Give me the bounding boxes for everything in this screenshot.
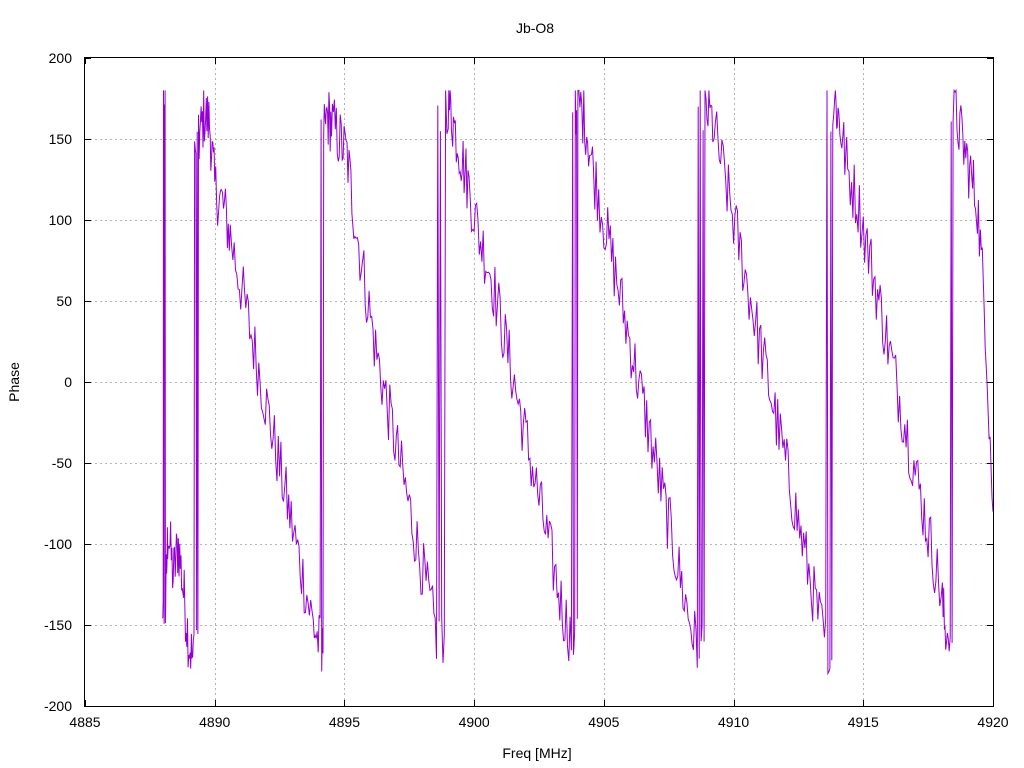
y-tick-label: -100 bbox=[44, 536, 72, 552]
ticks-layer: 4885 4890 4895 4900 4905 4910 4915 4920 -200 -150… bbox=[44, 50, 1009, 730]
series-0 bbox=[162, 88, 994, 676]
grid-layer bbox=[85, 58, 993, 706]
x-axis-label: Freq [MHz] bbox=[502, 745, 571, 761]
y-tick-label: -50 bbox=[52, 455, 72, 471]
y-tick-label: 200 bbox=[49, 50, 73, 66]
y-tick-label: 50 bbox=[56, 293, 72, 309]
plot-frame bbox=[84, 57, 994, 707]
y-tick-label: 0 bbox=[64, 374, 72, 390]
x-tick-label: 4900 bbox=[459, 714, 490, 730]
y-tick-label: 100 bbox=[49, 212, 73, 228]
chart-title: Jb-O8 bbox=[516, 20, 554, 36]
y-tick-label: -150 bbox=[44, 617, 72, 633]
phase-line bbox=[162, 88, 994, 676]
y-tick-label: -200 bbox=[44, 698, 72, 714]
x-tick-label: 4885 bbox=[69, 714, 100, 730]
y-tick-label: 150 bbox=[49, 131, 73, 147]
x-tick-label: 4920 bbox=[977, 714, 1008, 730]
x-tick-label: 4910 bbox=[718, 714, 749, 730]
x-tick-label: 4895 bbox=[329, 714, 360, 730]
y-axis-label: Phase bbox=[6, 362, 22, 402]
x-tick-label: 4890 bbox=[199, 714, 230, 730]
series-layer bbox=[162, 88, 994, 676]
x-tick-label: 4905 bbox=[588, 714, 619, 730]
x-tick-label: 4915 bbox=[848, 714, 879, 730]
